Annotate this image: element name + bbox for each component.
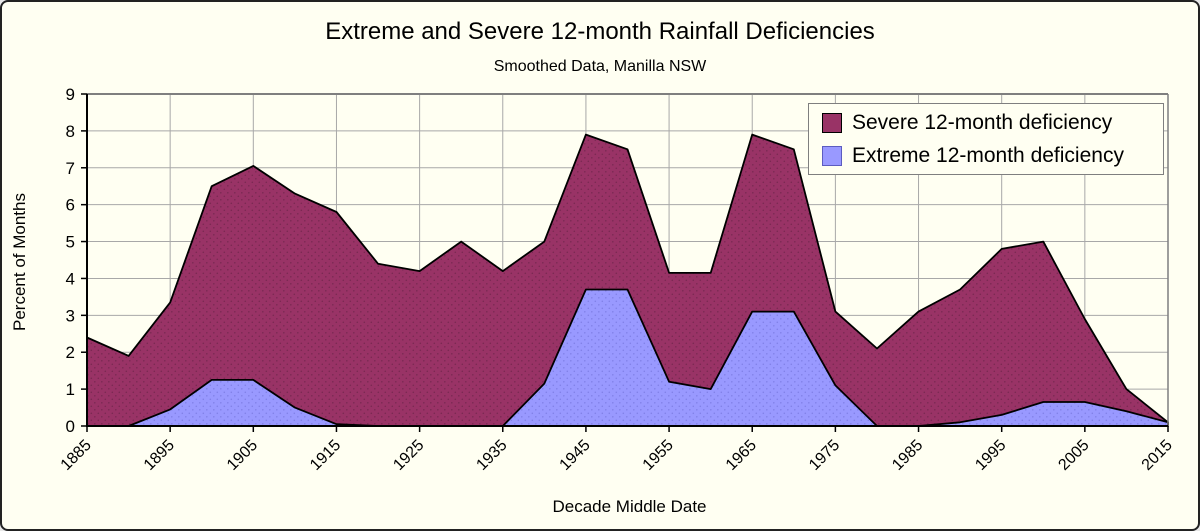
svg-text:1885: 1885 xyxy=(58,437,95,474)
svg-text:1945: 1945 xyxy=(557,437,594,474)
svg-text:1995: 1995 xyxy=(972,437,1009,474)
plot-frame xyxy=(87,93,1169,426)
svg-text:0: 0 xyxy=(66,417,75,436)
svg-text:8: 8 xyxy=(66,122,75,141)
x-axis-title: Decade Middle Date xyxy=(552,497,707,516)
y-axis-title: Percent of Months xyxy=(10,193,29,331)
svg-text:4: 4 xyxy=(66,269,75,288)
severe-series-swatch xyxy=(822,112,842,133)
svg-text:6: 6 xyxy=(66,196,75,215)
svg-text:3: 3 xyxy=(66,306,75,325)
axes xyxy=(86,94,1168,427)
chart-subtitle: Smoothed Data, Manilla NSW xyxy=(493,58,707,75)
svg-text:1: 1 xyxy=(66,380,75,399)
svg-text:1985: 1985 xyxy=(889,437,926,474)
svg-text:1925: 1925 xyxy=(390,437,427,474)
svg-text:1915: 1915 xyxy=(307,437,344,474)
svg-text:9: 9 xyxy=(66,85,75,104)
svg-text:7: 7 xyxy=(66,159,75,178)
extreme-series-label: Extreme 12-month deficiency xyxy=(852,143,1124,167)
svg-text:1895: 1895 xyxy=(141,437,178,474)
extreme-area xyxy=(86,288,1169,427)
axis-ticks xyxy=(81,93,1169,432)
x-tick-labels: 1885 1895 1905 1915 1925 1935 1945 1955 1965 1975… xyxy=(58,437,1176,474)
svg-text:1965: 1965 xyxy=(723,437,760,474)
y-tick-labels: 0 1 2 3 4 5 6 7 8 9 xyxy=(66,85,75,436)
chart-title: Extreme and Severe 12-month Rainfall Def… xyxy=(325,18,875,45)
legend-item-severe: Severe 12-month deficiency xyxy=(822,108,1163,138)
svg-text:1935: 1935 xyxy=(473,437,510,474)
svg-text:1905: 1905 xyxy=(224,437,261,474)
svg-text:2015: 2015 xyxy=(1139,437,1176,474)
extreme-series-swatch xyxy=(822,145,842,166)
svg-text:5: 5 xyxy=(66,233,75,252)
svg-text:1955: 1955 xyxy=(640,437,677,474)
svg-text:1975: 1975 xyxy=(806,437,843,474)
legend: Severe 12-month deficiency Extreme 12-mo… xyxy=(808,103,1164,175)
svg-text:2: 2 xyxy=(66,343,75,362)
svg-text:2005: 2005 xyxy=(1055,437,1092,474)
legend-item-extreme: Extreme 12-month deficiency xyxy=(822,141,1163,171)
severe-area xyxy=(86,133,1169,427)
severe-series-label: Severe 12-month deficiency xyxy=(852,110,1113,134)
